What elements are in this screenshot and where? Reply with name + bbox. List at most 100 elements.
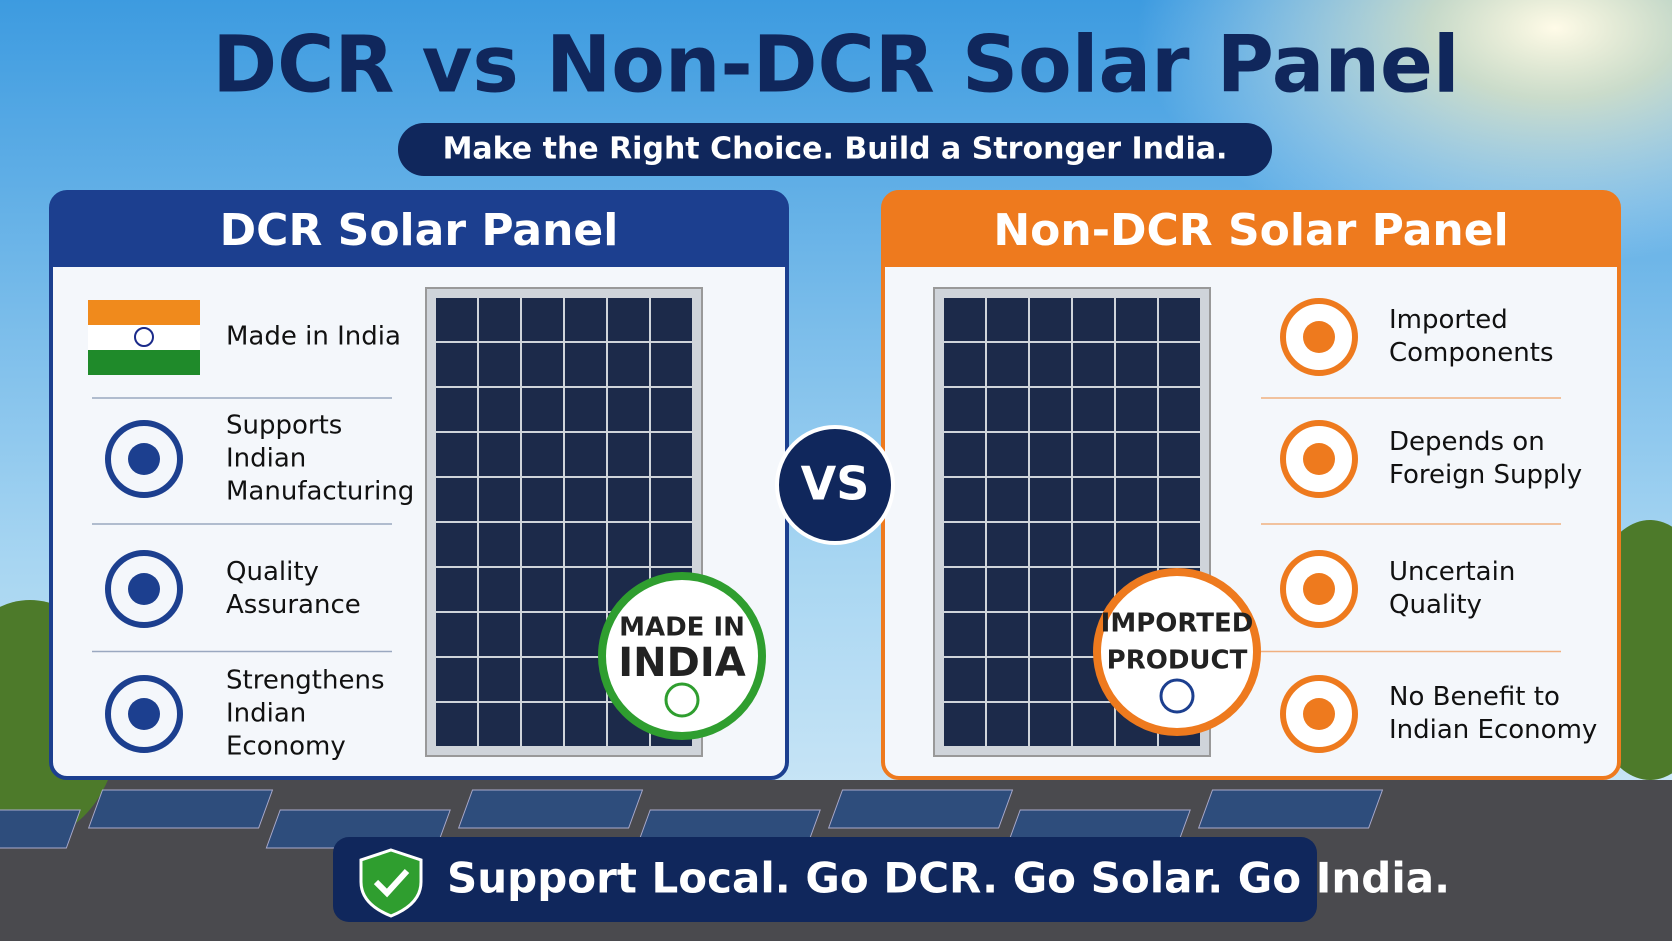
solar-cell — [1073, 298, 1114, 341]
solar-cell — [436, 433, 477, 476]
item-text: Imported — [1389, 305, 1508, 335]
solar-cell — [522, 568, 563, 611]
item-icon — [105, 550, 183, 628]
footer-pill — [333, 837, 1317, 922]
icon-core — [1303, 321, 1335, 353]
solar-cell — [987, 343, 1028, 386]
solar-cell — [436, 703, 477, 746]
solar-cell — [479, 568, 520, 611]
item-text: Supports — [226, 411, 342, 441]
solar-cell — [1073, 523, 1114, 566]
solar-cell — [1116, 523, 1157, 566]
panel-title: Non-DCR Solar Panel — [993, 205, 1508, 256]
solar-cell — [1030, 658, 1071, 701]
solar-cell — [608, 388, 649, 431]
roof-panel — [457, 789, 644, 829]
item-text: Indian — [226, 444, 306, 474]
solar-cell — [608, 343, 649, 386]
solar-cell — [1116, 388, 1157, 431]
solar-cell — [987, 703, 1028, 746]
vs-circle — [775, 425, 895, 545]
solar-cell — [1159, 298, 1200, 341]
solar-cell — [651, 523, 692, 566]
solar-cell — [436, 613, 477, 656]
solar-cell — [436, 478, 477, 521]
solar-cell — [479, 298, 520, 341]
title: DCR vs Non-DCR Solar Panel — [212, 20, 1459, 110]
solar-cell — [987, 613, 1028, 656]
solar-cell — [436, 388, 477, 431]
solar-cell — [1116, 478, 1157, 521]
solar-cell — [565, 478, 606, 521]
item-icon — [105, 420, 183, 498]
solar-cell — [436, 523, 477, 566]
solar-cell — [1073, 568, 1114, 611]
solar-cell — [479, 343, 520, 386]
solar-cell — [651, 388, 692, 431]
badge — [1093, 568, 1261, 736]
solar-cell — [522, 343, 563, 386]
solar-cell — [944, 703, 985, 746]
solar-cell — [1073, 388, 1114, 431]
badge-icon — [1159, 678, 1195, 714]
flag-saffron — [88, 300, 200, 325]
solar-cell — [1159, 523, 1200, 566]
solar-cell — [651, 433, 692, 476]
solar-cell — [565, 433, 606, 476]
solar-cell — [565, 343, 606, 386]
panel-header — [51, 192, 787, 267]
solar-cell — [479, 613, 520, 656]
flag-chakra — [134, 327, 154, 347]
solar-cell — [1159, 343, 1200, 386]
solar-cell — [1116, 298, 1157, 341]
solar-cell — [522, 658, 563, 701]
solar-cell — [1030, 523, 1071, 566]
solar-cell — [944, 568, 985, 611]
vs-label: VS — [801, 457, 870, 511]
solar-cell — [987, 658, 1028, 701]
solar-cell — [944, 613, 985, 656]
solar-cell — [1116, 433, 1157, 476]
solar-cell — [944, 658, 985, 701]
solar-cell — [522, 388, 563, 431]
solar-cell — [1073, 703, 1114, 746]
solar-cell — [479, 433, 520, 476]
solar-cell — [479, 388, 520, 431]
solar-cell — [1073, 343, 1114, 386]
solar-cell — [608, 433, 649, 476]
item-text: Quality — [1389, 590, 1482, 620]
roof-panel — [827, 789, 1014, 829]
solar-cell — [1030, 298, 1071, 341]
badge-text: PRODUCT — [1107, 646, 1248, 676]
solar-cell — [1030, 478, 1071, 521]
solar-cell — [436, 568, 477, 611]
item-text: Strengthens — [226, 666, 385, 696]
solar-cell — [1159, 478, 1200, 521]
solar-cell — [565, 388, 606, 431]
solar-cell — [651, 298, 692, 341]
solar-cell — [987, 433, 1028, 476]
solar-cell — [1116, 343, 1157, 386]
solar-cell — [1073, 478, 1114, 521]
item-text: Components — [1389, 338, 1554, 368]
solar-cell — [1030, 703, 1071, 746]
solar-cell — [944, 298, 985, 341]
solar-cell — [436, 658, 477, 701]
item-text: Manufacturing — [226, 477, 414, 507]
solar-cell — [608, 478, 649, 521]
solar-cell — [522, 298, 563, 341]
item-text: No Benefit to — [1389, 682, 1560, 712]
icon-core — [1303, 443, 1335, 475]
icon-core — [128, 698, 160, 730]
roof-panel — [0, 809, 81, 849]
badge-icon — [664, 682, 700, 718]
roof-panels — [0, 789, 1384, 849]
solar-cell — [608, 298, 649, 341]
item-text: Economy — [226, 732, 346, 762]
item-text: Made in India — [226, 322, 401, 352]
badge-text: MADE IN — [619, 613, 745, 643]
solar-cell — [987, 388, 1028, 431]
panel-title: DCR Solar Panel — [220, 205, 619, 256]
panel-header — [883, 192, 1619, 267]
